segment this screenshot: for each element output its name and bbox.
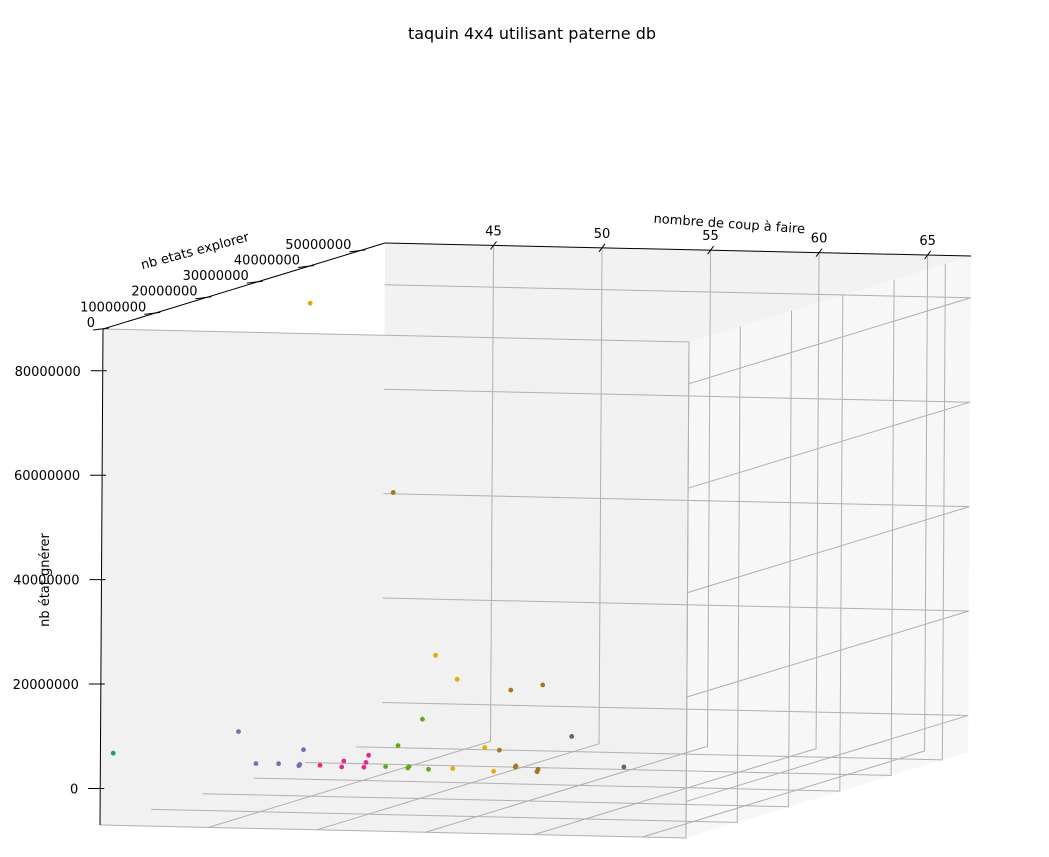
x-tick-label: 60 [811, 232, 828, 247]
y-grid-line [253, 295, 844, 792]
data-point [317, 762, 323, 768]
tick-labels: 45 50 55 60 65010000000200000003000000040000… [13, 224, 936, 797]
y-grid-line [356, 263, 946, 761]
chart-title: taquin 4x4 utilisant paterne db [408, 24, 656, 43]
z-axis-line [99, 328, 104, 826]
data-point [339, 764, 345, 770]
x-axis-line [384, 242, 972, 257]
z-tick-label: 60000000 [14, 469, 80, 484]
x-grid-line [425, 250, 712, 833]
data-point [341, 758, 347, 764]
z-tick-label: 0 [70, 782, 78, 797]
z-tick-label: 80000000 [15, 365, 81, 380]
x-tick-mark [924, 250, 931, 260]
x-tick-label: 55 [702, 229, 719, 244]
x-axis-label: nombre de coup à faire [653, 212, 805, 238]
x-tick-mark [815, 248, 823, 257]
x-tick-mark [707, 245, 714, 255]
x-grid-line [533, 252, 820, 836]
data-point [433, 652, 438, 658]
x-tick-label: 45 [485, 224, 502, 239]
data-point [383, 764, 388, 769]
z-tick-label: 40000000 [13, 574, 79, 589]
data-point [395, 743, 401, 748]
y-tick-label: 0 [87, 316, 95, 331]
z-tick-label: 20000000 [13, 678, 79, 693]
data-point [420, 716, 425, 722]
y-grid-line [151, 326, 741, 823]
data-point [508, 687, 514, 693]
data-point [482, 745, 488, 750]
front-pane [100, 329, 689, 838]
data-point [296, 763, 302, 769]
data-point [363, 760, 369, 765]
x-tick-label: 65 [919, 234, 936, 249]
z-axis-label: nb état gnérer [38, 532, 53, 626]
data-point [426, 766, 431, 772]
y-grid-line [305, 279, 895, 776]
data-point [540, 682, 546, 688]
data-point [450, 766, 456, 771]
data-points [110, 300, 627, 775]
data-point [512, 764, 518, 770]
z-grid-line [382, 701, 969, 802]
z-grid-line [384, 284, 971, 385]
y-tick-mark [246, 280, 263, 284]
y-tick-mark [195, 296, 212, 300]
y-tick-mark [349, 249, 366, 253]
data-point [491, 768, 496, 774]
data-point [534, 769, 540, 775]
z-grid-line [384, 388, 971, 489]
y-tick-label: 40000000 [234, 253, 300, 268]
data-point [497, 747, 502, 753]
x-tick-mark [490, 241, 497, 250]
y-tick-label: 30000000 [183, 269, 249, 284]
axis-lines [99, 242, 972, 826]
data-point [621, 764, 627, 770]
data-point [253, 761, 259, 766]
y-tick-mark [92, 327, 110, 331]
y-tick-label: 10000000 [80, 300, 146, 315]
x-tick-mark [598, 243, 606, 253]
data-point [366, 752, 371, 758]
y-tick-label: 20000000 [131, 285, 197, 300]
front-frame [102, 328, 690, 839]
y-tick-mark [298, 264, 315, 268]
z-grid-line [382, 597, 969, 698]
data-point [454, 676, 460, 682]
z-grid-line [383, 493, 970, 594]
x-grid-line [208, 245, 495, 828]
grid-lines [99, 245, 971, 839]
y-tick-label: 50000000 [285, 238, 351, 253]
x-tick-label: 50 [594, 227, 611, 242]
data-point [307, 300, 313, 306]
data-point [236, 729, 241, 734]
data-point [110, 750, 116, 756]
data-point [361, 764, 367, 770]
x-grid-line [642, 255, 929, 838]
x-grid-line [316, 247, 603, 831]
y-axis-line [102, 242, 386, 330]
data-point [569, 734, 575, 739]
axis-panes [100, 243, 971, 838]
data-point [405, 765, 411, 771]
y-grid-line [202, 310, 793, 808]
data-point [301, 747, 306, 753]
data-point [276, 761, 281, 767]
y-tick-mark [144, 311, 161, 315]
data-point [390, 490, 396, 495]
side-pane [686, 256, 971, 838]
